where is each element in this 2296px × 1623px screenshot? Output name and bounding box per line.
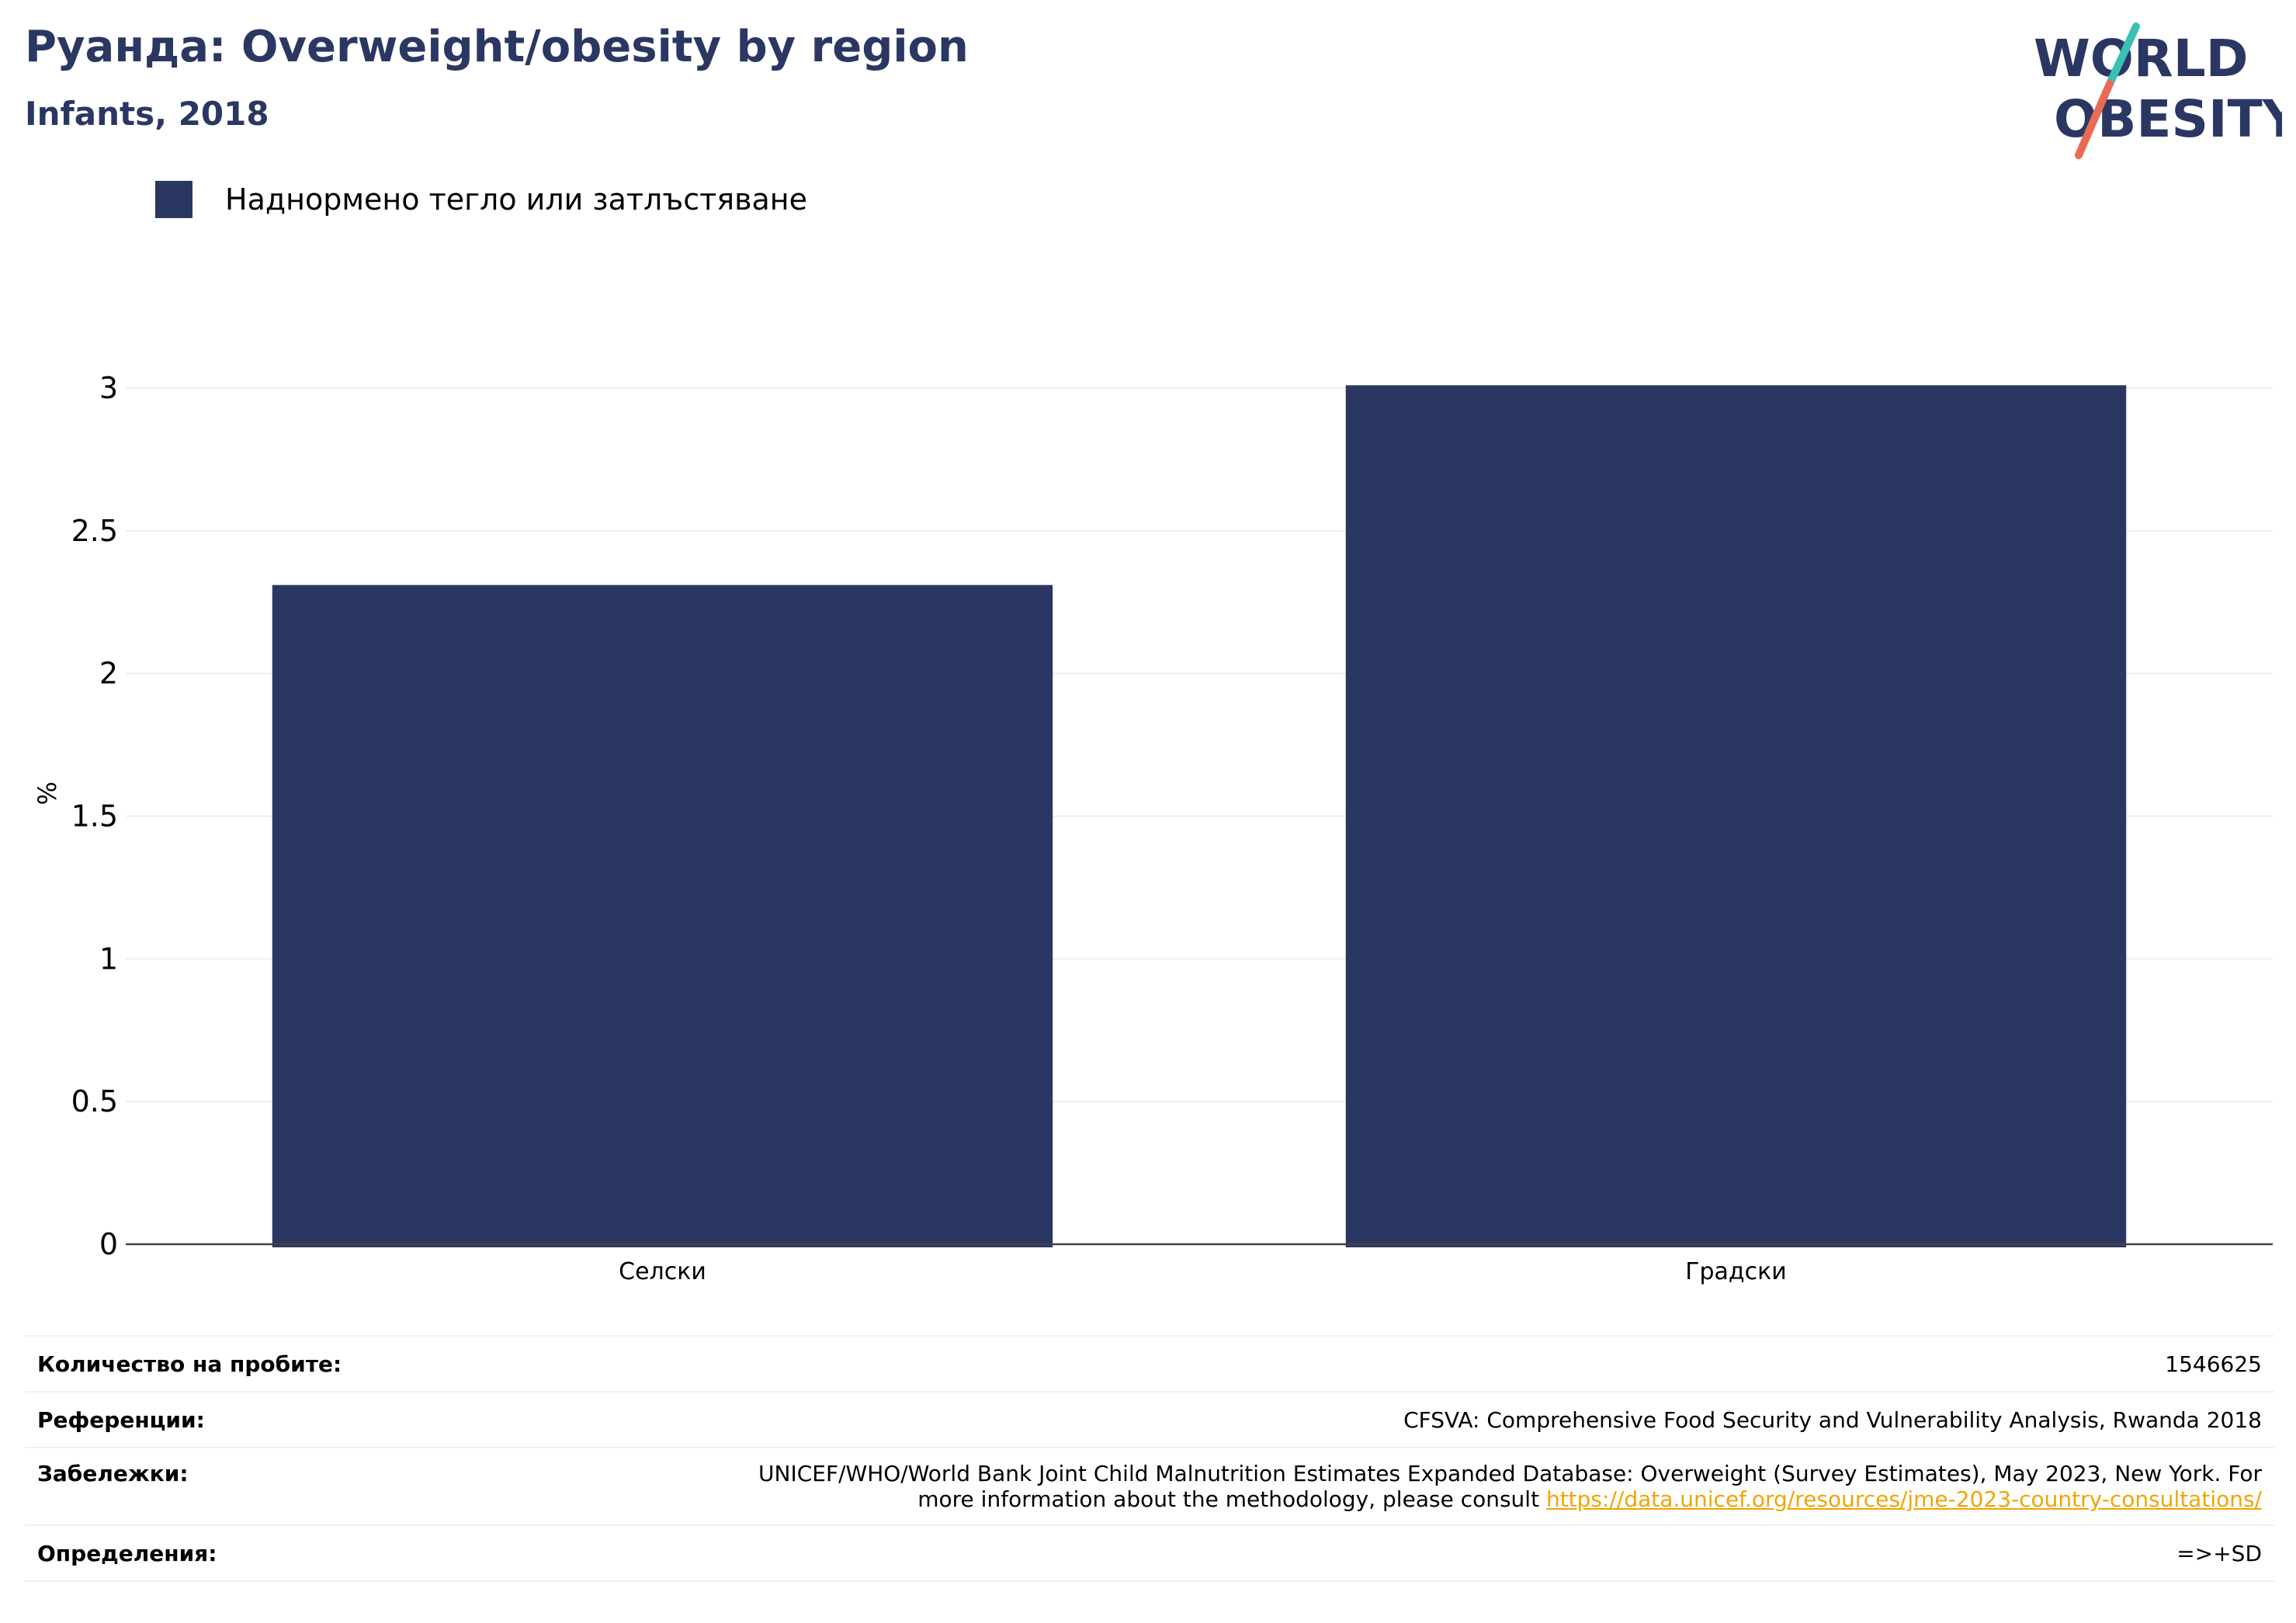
bar	[272, 584, 1053, 1247]
notes-value: UNICEF/WHO/World Bank Joint Child Malnut…	[758, 1461, 2262, 1512]
sample-value: 1546625	[2165, 1351, 2262, 1377]
notes-line-1: UNICEF/WHO/World Bank Joint Child Malnut…	[758, 1461, 2262, 1486]
y-tick-label: 1.5	[71, 799, 118, 834]
sample-label: Количество на пробите:	[37, 1351, 342, 1377]
y-tick-label: 3	[99, 371, 118, 405]
chart-title: Руанда: Overweight/obesity by region	[25, 22, 969, 72]
bar-chart: 0 0.5 1 1.5 2 2.5 3 Селски Градски%	[33, 371, 2273, 1285]
notes-line-2: more information about the methodology, …	[917, 1486, 1546, 1512]
x-tick-label: Селски	[619, 1258, 706, 1285]
legend: Наднормено тегло или затлъстяване	[155, 180, 807, 219]
logo-slash-top	[2106, 23, 2140, 88]
meta-row-sample: Количество на пробите: 1546625	[25, 1337, 2274, 1392]
y-tick-label: 0	[99, 1227, 118, 1261]
meta-row-notes: Забележки: UNICEF/WHO/World Bank Joint C…	[25, 1448, 2274, 1526]
bar	[1345, 385, 2127, 1247]
legend-swatch	[155, 181, 192, 218]
methodology-link[interactable]: https://data.unicef.org/resources/jme-20…	[1545, 1486, 2262, 1512]
y-axis-label: %	[33, 782, 62, 805]
logo-line-1: WORLD	[2034, 29, 2249, 88]
y-tick-label: 0.5	[71, 1084, 118, 1118]
references-value: CFSVA: Comprehensive Food Security and V…	[1403, 1406, 2262, 1433]
y-tick-label: 2.5	[71, 514, 118, 548]
x-tick-label: Градски	[1685, 1258, 1787, 1285]
chart-metadata: Количество на пробите: 1546625 Референци…	[25, 1335, 2274, 1582]
chart-subtitle: Infants, 2018	[25, 95, 269, 133]
definitions-value: =>+SD	[2176, 1540, 2262, 1566]
definitions-label: Определения:	[37, 1540, 217, 1566]
legend-label: Наднормено тегло или затлъстяване	[225, 182, 807, 217]
meta-row-references: Референции: CFSVA: Comprehensive Food Se…	[25, 1392, 2274, 1448]
notes-label: Забележки:	[37, 1461, 189, 1486]
logo-slash-bottom	[2075, 80, 2114, 159]
references-label: Референции:	[37, 1406, 205, 1433]
y-tick-label: 1	[99, 942, 118, 976]
world-obesity-logo: WORLD OBESITY	[2034, 23, 2282, 159]
y-tick-label: 2	[99, 657, 118, 691]
meta-row-definitions: Определения: =>+SD	[25, 1526, 2274, 1582]
